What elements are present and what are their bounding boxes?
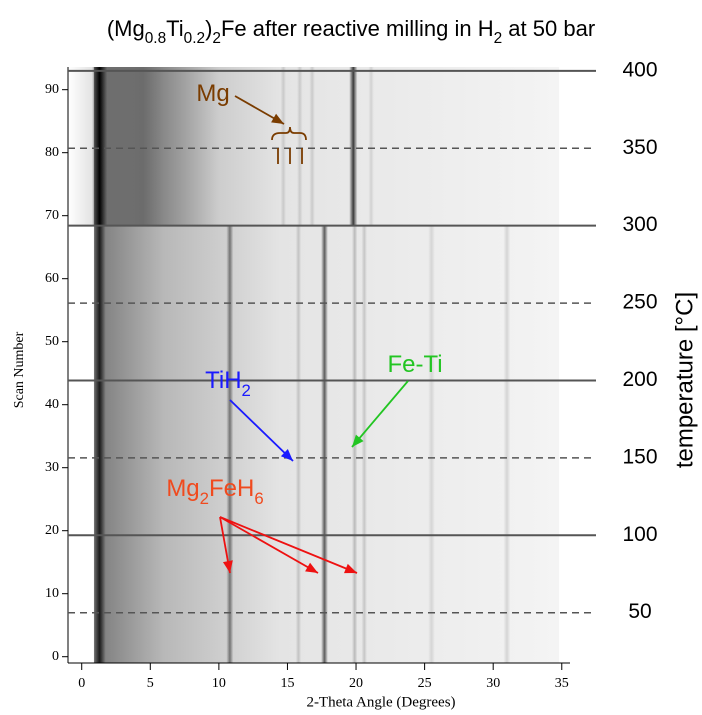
peak-band bbox=[68, 67, 219, 226]
text-part: 2 bbox=[242, 381, 251, 400]
text-part: at 50 bar bbox=[502, 16, 595, 41]
annotation-arrow-head bbox=[271, 113, 284, 124]
x-axis-label: 2-Theta Angle (Degrees) bbox=[306, 694, 455, 710]
x-tick-label: 15 bbox=[280, 676, 294, 691]
annotation-arrow-head bbox=[305, 562, 318, 573]
y2-tick-label: 200 bbox=[622, 368, 657, 391]
text-part: Ti bbox=[166, 16, 184, 41]
x-tick-label: 10 bbox=[212, 676, 226, 691]
y2-tick-label: 300 bbox=[622, 213, 657, 236]
peak-band bbox=[428, 225, 435, 663]
annotation-arrow-head bbox=[344, 563, 357, 574]
peak-band bbox=[309, 67, 315, 226]
peak-band bbox=[503, 225, 511, 663]
text-part: 0.8 bbox=[145, 30, 166, 47]
annotation-brace bbox=[271, 126, 307, 141]
y-axis-label: Scan Number bbox=[12, 331, 27, 408]
y2-tick-label: 50 bbox=[628, 600, 651, 623]
annotation: Fe-Ti bbox=[387, 351, 442, 378]
x-tick-label: 30 bbox=[486, 676, 500, 691]
text-part: 2 bbox=[212, 30, 221, 47]
annotation-arrow-shaft bbox=[219, 516, 358, 574]
annotation-arrow-shaft bbox=[219, 516, 319, 574]
x-tick-label: 5 bbox=[147, 676, 154, 691]
peak-band bbox=[321, 225, 328, 663]
y2-tick-label: 150 bbox=[622, 445, 657, 468]
annotation: Mg2FeH6 bbox=[166, 475, 263, 508]
annotation-arrow-head bbox=[280, 449, 293, 461]
peak-band bbox=[349, 67, 358, 226]
text-part: Mg bbox=[166, 475, 199, 502]
y-tick-label: 90 bbox=[45, 82, 59, 97]
x-tick-label: 25 bbox=[418, 676, 432, 691]
x-tick-label: 35 bbox=[555, 676, 569, 691]
peak-band bbox=[226, 225, 234, 663]
peak-band bbox=[368, 67, 374, 226]
chart-title: (Mg0.8Ti0.2)2Fe after reactive milling i… bbox=[107, 16, 595, 47]
x-tick-label: 0 bbox=[78, 676, 85, 691]
y2-axis-label: temperature [°C] bbox=[671, 292, 698, 468]
text-part: 0.2 bbox=[184, 30, 205, 47]
text-part: FeH bbox=[209, 475, 254, 502]
y2-tick-label: 350 bbox=[622, 136, 657, 159]
text-part: Mg bbox=[196, 80, 229, 107]
y-tick-label: 30 bbox=[45, 460, 59, 475]
text-part: Fe-Ti bbox=[387, 351, 442, 378]
y-tick-label: 50 bbox=[45, 334, 59, 349]
y2-tick-label: 400 bbox=[622, 58, 657, 81]
y2-tick-label: 250 bbox=[622, 291, 657, 314]
y-tick-label: 40 bbox=[45, 397, 59, 412]
y-tick-label: 60 bbox=[45, 271, 59, 286]
text-part: (Mg bbox=[107, 16, 145, 41]
y-tick-label: 20 bbox=[45, 523, 59, 538]
text-part: TiH bbox=[205, 367, 241, 394]
annotation: Mg bbox=[196, 80, 229, 107]
peak-band bbox=[280, 67, 287, 226]
annotation-arrow-shaft bbox=[229, 399, 294, 462]
y-tick-label: 10 bbox=[45, 586, 59, 601]
text-part: ) bbox=[205, 16, 212, 41]
annotation-arrow-head bbox=[222, 560, 233, 573]
y-tick-label: 0 bbox=[52, 649, 59, 664]
peak-band bbox=[361, 225, 368, 663]
y-tick-label: 70 bbox=[45, 208, 59, 223]
x-tick-label: 20 bbox=[349, 676, 363, 691]
text-part: Fe after reactive milling in H bbox=[221, 16, 494, 41]
y-tick-label: 80 bbox=[45, 145, 59, 160]
annotation-arrow-head bbox=[352, 434, 364, 447]
text-part: 2 bbox=[494, 30, 503, 47]
text-part: 6 bbox=[254, 489, 263, 508]
peak-band bbox=[93, 225, 106, 663]
peak-band bbox=[297, 67, 303, 226]
peak-band bbox=[295, 225, 302, 663]
annotation-arrow-shaft bbox=[351, 380, 409, 448]
y2-tick-label: 100 bbox=[622, 523, 657, 546]
text-part: 2 bbox=[200, 489, 209, 508]
annotation: TiH2 bbox=[205, 367, 251, 400]
